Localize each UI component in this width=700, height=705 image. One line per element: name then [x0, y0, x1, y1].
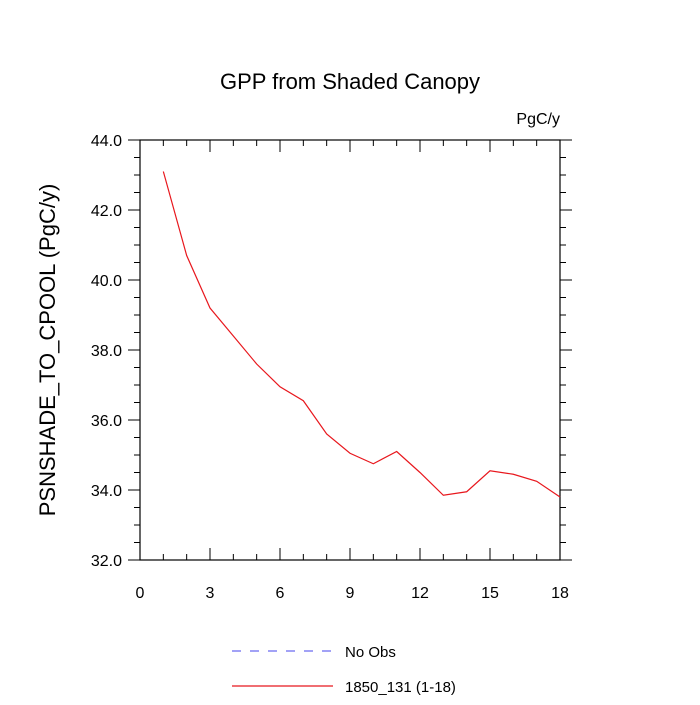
x-tick-label: 0	[136, 585, 145, 602]
y-tick-label: 36.0	[91, 413, 122, 430]
chart-title: GPP from Shaded Canopy	[220, 69, 480, 94]
x-tick-label: 9	[346, 585, 355, 602]
axis-ticks: 0 3 6 9 12 15 18 32.0 34.0 36.0 38.0 40.0 42.0 44.0	[91, 133, 572, 602]
series-line-0	[162, 171, 561, 498]
legend-label: No Obs	[345, 644, 396, 661]
x-tick-label: 3	[206, 585, 215, 602]
y-tick-label: 44.0	[91, 133, 122, 150]
plot-frame	[139, 139, 561, 561]
x-tick-label: 15	[481, 585, 499, 602]
legend-label: 1850_131 (1-18)	[345, 679, 456, 696]
x-tick-label: 18	[551, 585, 569, 602]
y-tick-label: 40.0	[91, 273, 122, 290]
y-axis-label: PSNSHADE_TO_CPOOL (PgC/y)	[35, 184, 60, 517]
units-label: PgC/y	[516, 111, 560, 128]
x-tick-label: 6	[276, 585, 285, 602]
series-layer	[162, 171, 561, 498]
y-tick-label: 34.0	[91, 483, 122, 500]
x-tick-label: 12	[411, 585, 429, 602]
y-tick-label: 32.0	[91, 553, 122, 570]
legend: No Obs 1850_131 (1-18)	[232, 644, 456, 696]
y-tick-label: 38.0	[91, 343, 122, 360]
y-tick-label: 42.0	[91, 203, 122, 220]
